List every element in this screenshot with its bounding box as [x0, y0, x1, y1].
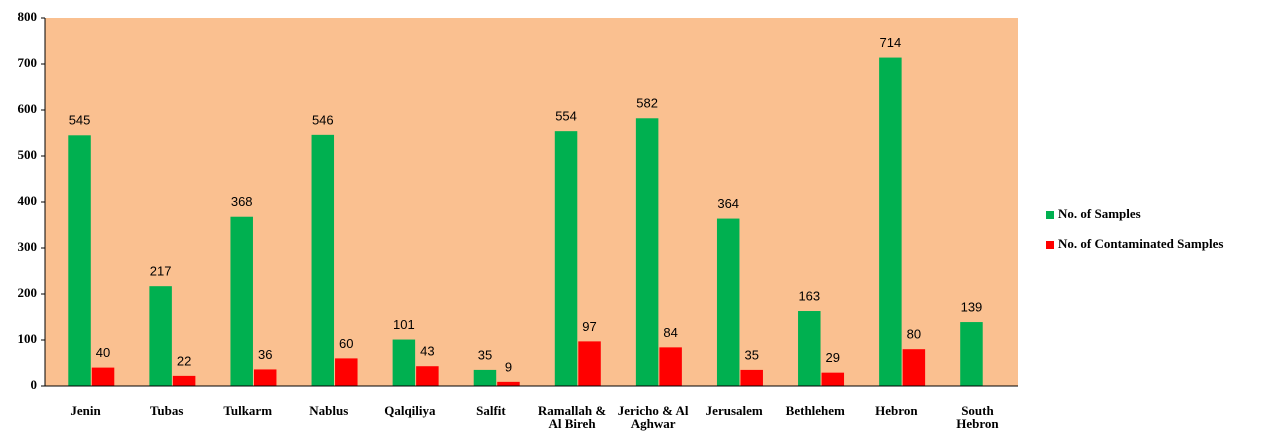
bar	[68, 135, 91, 386]
value-label: 368	[231, 194, 253, 209]
value-label: 84	[663, 325, 677, 340]
bar	[149, 286, 172, 386]
x-tick-label: Ramallah & Al Bireh	[537, 403, 607, 431]
bar	[335, 358, 358, 386]
y-tick-label: 800	[18, 9, 38, 24]
value-label: 139	[961, 299, 983, 314]
bar	[960, 322, 983, 386]
value-label: 43	[420, 344, 434, 359]
bar	[392, 339, 416, 386]
legend-swatch	[1046, 241, 1054, 249]
y-tick-label: 300	[18, 239, 38, 254]
x-tick-label: Qalqiliya	[384, 403, 436, 418]
x-tick-label: Bethlehem	[785, 403, 845, 418]
value-label: 545	[69, 113, 91, 128]
value-label: 36	[258, 347, 272, 362]
plot-area	[45, 18, 1018, 386]
y-tick-label: 200	[18, 285, 38, 300]
value-label: 364	[717, 196, 739, 211]
value-label: 217	[150, 264, 172, 279]
bar	[716, 218, 740, 386]
value-label: 582	[636, 96, 658, 111]
y-tick-label: 400	[18, 193, 38, 208]
x-tick-label: Jerusalem	[705, 403, 763, 418]
value-label: 35	[744, 347, 758, 362]
y-tick-label: 600	[18, 101, 38, 116]
value-label: 546	[312, 112, 334, 127]
bar	[578, 341, 601, 386]
legend-swatch	[1046, 211, 1054, 219]
value-label: 40	[96, 345, 110, 360]
x-tick-label: South Hebron	[956, 403, 999, 431]
bar	[821, 372, 845, 386]
bar	[91, 367, 115, 386]
bar	[497, 381, 520, 386]
value-label: 60	[339, 336, 353, 351]
value-label: 80	[907, 327, 921, 342]
legend-label: No. of Samples	[1058, 206, 1141, 221]
value-label: 101	[393, 317, 415, 332]
value-label: 163	[798, 288, 820, 303]
value-label: 554	[555, 109, 577, 124]
value-label: 9	[505, 359, 512, 374]
bar	[740, 369, 763, 386]
value-label: 97	[582, 319, 596, 334]
bar	[798, 311, 821, 386]
value-label: 35	[478, 347, 492, 362]
bar	[253, 369, 277, 386]
bar	[473, 369, 497, 386]
value-label: 29	[826, 350, 840, 365]
x-tick-label: Jericho & Al Aghwar	[617, 403, 689, 431]
x-tick-label: Tubas	[149, 403, 184, 418]
y-tick-label: 100	[18, 331, 38, 346]
bar	[416, 366, 439, 386]
y-tick-label: 500	[18, 147, 38, 162]
bar	[659, 347, 682, 386]
x-tick-label: Tulkarm	[223, 403, 273, 418]
bar	[311, 134, 335, 386]
x-tick-label: Salfit	[476, 403, 506, 418]
x-tick-label: Hebron	[875, 403, 918, 418]
y-tick-label: 700	[18, 55, 38, 70]
bar	[554, 131, 578, 386]
y-tick-label: 0	[31, 377, 38, 392]
x-tick-label: Jenin	[70, 403, 101, 418]
x-tick-label: Nablus	[309, 403, 349, 418]
bar	[635, 118, 659, 386]
bar	[172, 375, 196, 386]
bar	[902, 349, 926, 386]
bar	[879, 57, 902, 387]
value-label: 22	[177, 353, 191, 368]
bar	[230, 216, 253, 386]
value-label: 714	[880, 35, 902, 50]
legend-label: No. of Contaminated Samples	[1058, 236, 1223, 251]
